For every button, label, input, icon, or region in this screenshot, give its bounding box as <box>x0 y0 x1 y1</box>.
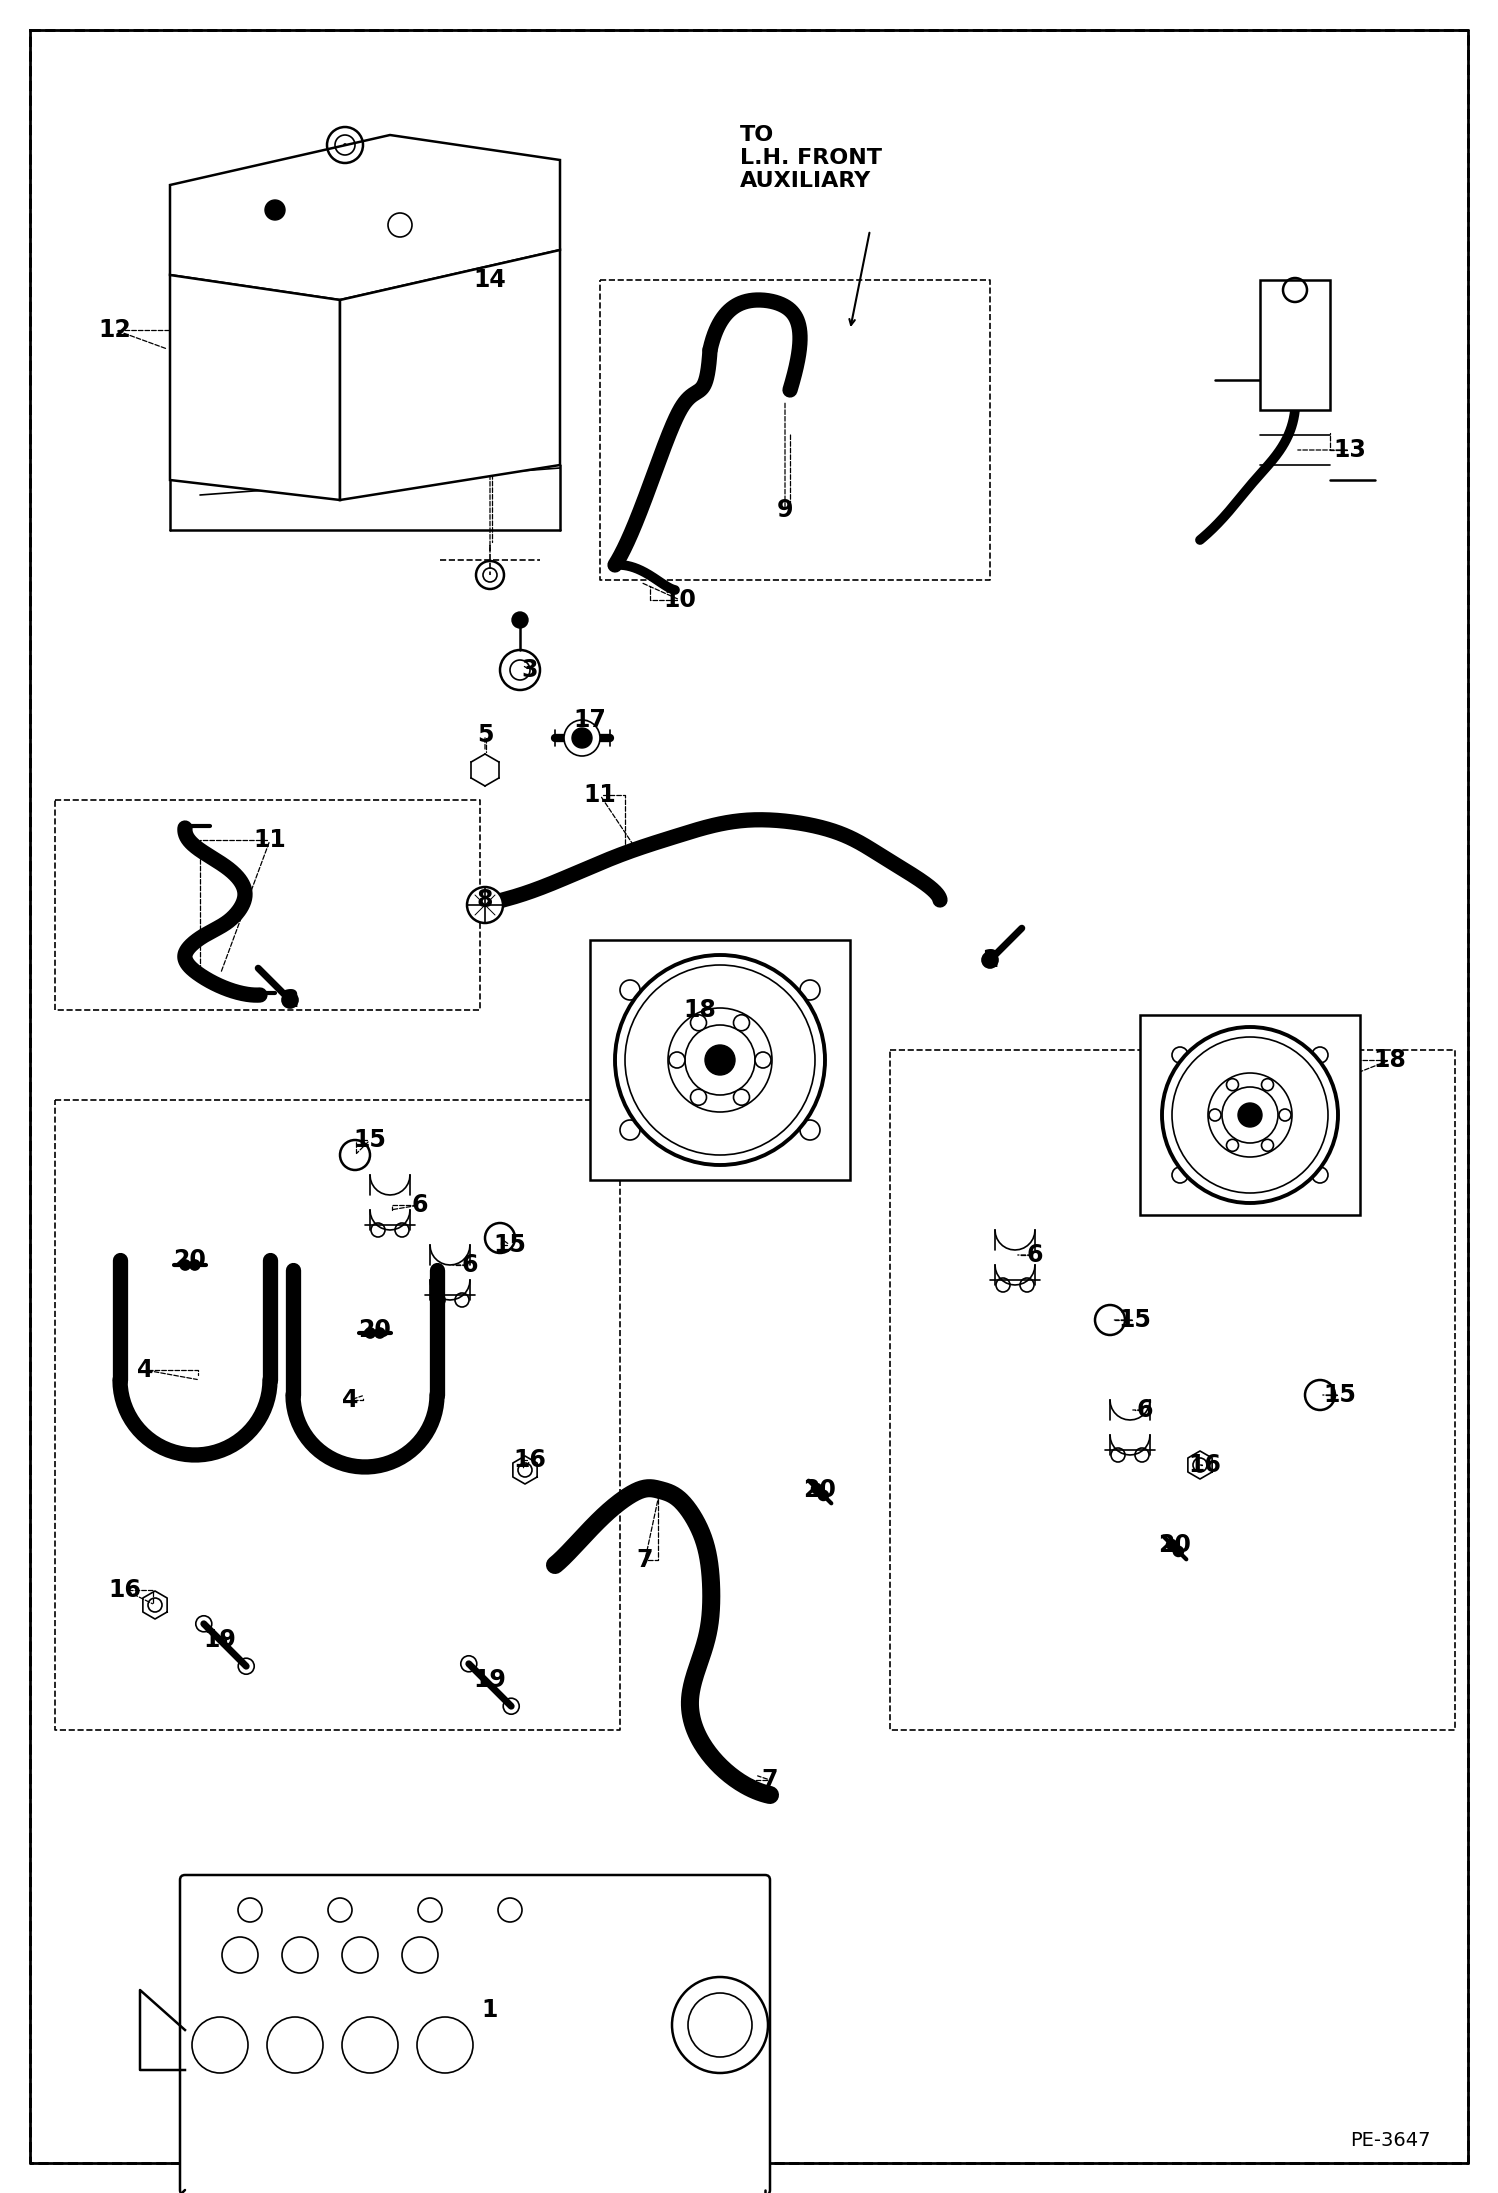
Text: 6: 6 <box>1026 1243 1043 1268</box>
Text: 3: 3 <box>521 658 538 682</box>
Polygon shape <box>169 274 340 500</box>
Circle shape <box>616 954 825 1164</box>
Text: 4: 4 <box>342 1388 358 1412</box>
Text: 1: 1 <box>482 1998 499 2022</box>
Circle shape <box>691 1015 707 1031</box>
Text: 17: 17 <box>574 708 607 732</box>
Text: 16: 16 <box>514 1447 547 1472</box>
Circle shape <box>180 1261 190 1270</box>
Circle shape <box>282 991 298 1009</box>
Circle shape <box>706 1046 736 1075</box>
Circle shape <box>565 719 601 757</box>
Text: 16: 16 <box>1188 1454 1221 1478</box>
Circle shape <box>670 1053 685 1068</box>
Text: 9: 9 <box>777 498 794 522</box>
Circle shape <box>1237 1103 1261 1127</box>
Circle shape <box>265 200 285 219</box>
Circle shape <box>691 1090 707 1105</box>
Circle shape <box>1261 1140 1273 1151</box>
Text: 2: 2 <box>282 989 298 1011</box>
Text: 16: 16 <box>108 1579 141 1603</box>
Circle shape <box>734 1015 749 1031</box>
Text: 15: 15 <box>354 1127 386 1151</box>
Circle shape <box>983 952 998 967</box>
Text: 4: 4 <box>136 1357 153 1382</box>
Text: 20: 20 <box>174 1248 207 1272</box>
Circle shape <box>572 728 592 748</box>
Circle shape <box>1162 1026 1338 1204</box>
Circle shape <box>190 1261 199 1270</box>
Text: 6: 6 <box>412 1193 428 1217</box>
Circle shape <box>512 612 527 627</box>
Text: 8: 8 <box>476 888 493 912</box>
FancyBboxPatch shape <box>590 941 849 1180</box>
Text: 15: 15 <box>1119 1307 1152 1331</box>
Text: 15: 15 <box>1324 1384 1356 1408</box>
Text: 7: 7 <box>762 1768 779 1792</box>
Text: 19: 19 <box>204 1627 237 1651</box>
Polygon shape <box>340 250 560 500</box>
Text: PE-3647: PE-3647 <box>1350 2132 1431 2149</box>
Text: 20: 20 <box>358 1318 391 1342</box>
Polygon shape <box>169 136 560 300</box>
Text: 7: 7 <box>637 1548 653 1572</box>
Text: 6: 6 <box>1137 1397 1153 1421</box>
Text: 18: 18 <box>683 998 716 1022</box>
Circle shape <box>755 1053 771 1068</box>
Circle shape <box>1261 1079 1273 1090</box>
FancyBboxPatch shape <box>1260 281 1330 410</box>
Circle shape <box>1209 1110 1221 1121</box>
Circle shape <box>1279 1110 1291 1121</box>
Text: 18: 18 <box>1374 1048 1407 1072</box>
Text: 20: 20 <box>1158 1533 1191 1557</box>
Text: 10: 10 <box>664 588 697 612</box>
Circle shape <box>734 1090 749 1105</box>
Circle shape <box>1227 1079 1239 1090</box>
Text: TO
L.H. FRONT
AUXILIARY: TO L.H. FRONT AUXILIARY <box>740 125 882 191</box>
FancyBboxPatch shape <box>1140 1015 1360 1215</box>
Text: 12: 12 <box>99 318 132 342</box>
Text: 11: 11 <box>253 829 286 853</box>
Text: 11: 11 <box>584 783 616 807</box>
Text: 2: 2 <box>981 947 998 971</box>
Text: 20: 20 <box>803 1478 836 1502</box>
Circle shape <box>1173 1546 1183 1557</box>
Text: 14: 14 <box>473 268 506 292</box>
FancyBboxPatch shape <box>180 1875 770 2193</box>
Circle shape <box>366 1329 374 1338</box>
Circle shape <box>374 1329 385 1338</box>
Text: 15: 15 <box>493 1232 526 1257</box>
Text: 5: 5 <box>476 724 493 748</box>
Text: 13: 13 <box>1333 439 1366 463</box>
Circle shape <box>1227 1140 1239 1151</box>
Circle shape <box>818 1491 828 1500</box>
Text: 19: 19 <box>473 1669 506 1693</box>
Text: 6: 6 <box>461 1252 478 1276</box>
Circle shape <box>812 1485 821 1493</box>
Circle shape <box>1167 1539 1176 1550</box>
Circle shape <box>467 886 503 923</box>
